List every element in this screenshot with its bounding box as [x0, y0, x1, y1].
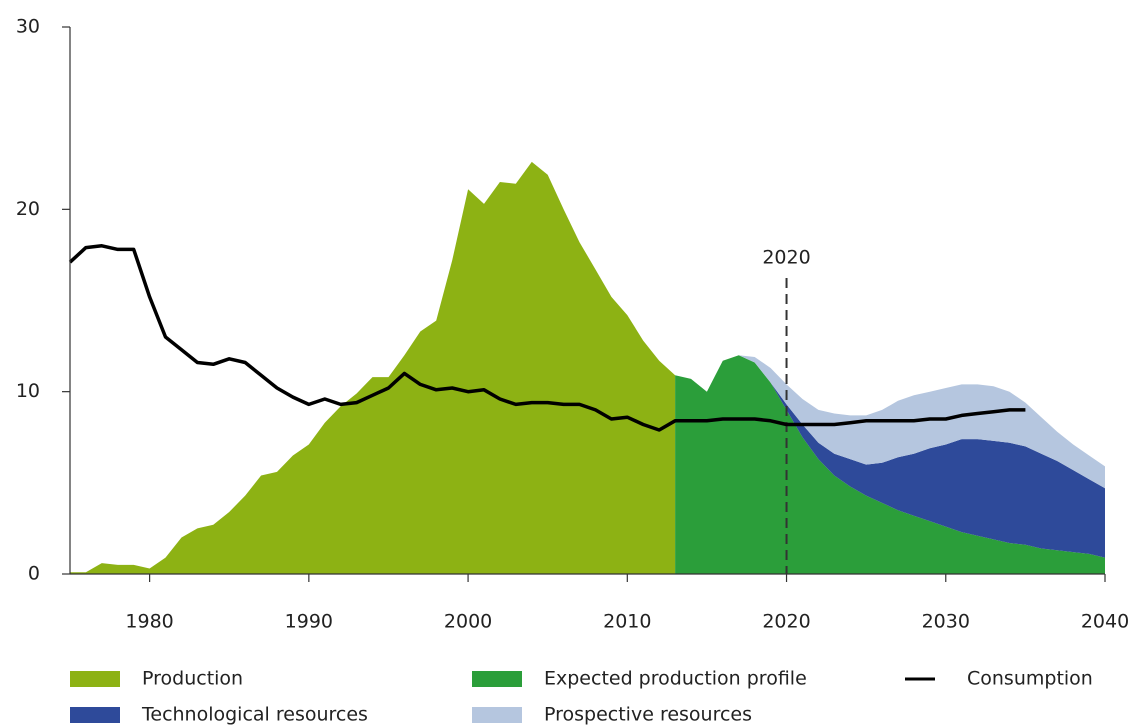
line	[68, 244, 1026, 432]
legend-swatch	[472, 671, 522, 687]
x-tick-label: 2000	[444, 611, 492, 633]
legend-swatch	[70, 707, 120, 723]
annotation-label: 2020	[762, 247, 810, 269]
area	[675, 355, 1105, 574]
legend-label: Production	[142, 668, 243, 690]
legend-label: Technological resources	[141, 704, 368, 726]
area	[70, 161, 676, 574]
legend-swatch	[70, 671, 120, 687]
legend-swatch	[472, 707, 522, 723]
x-tick-label: 2020	[762, 611, 810, 633]
y-tick-label: 30	[16, 16, 40, 38]
area	[770, 382, 1105, 558]
x-tick-label: 2030	[922, 611, 970, 633]
y-tick-label: 20	[16, 198, 40, 220]
legend-label: Consumption	[967, 668, 1093, 690]
x-tick-label: 1990	[285, 611, 333, 633]
y-tick-label: 0	[28, 563, 40, 585]
area	[738, 355, 1105, 489]
legend-label: Expected production profile	[544, 668, 807, 690]
y-tick-label: 10	[16, 380, 40, 402]
x-tick-label: 1980	[125, 611, 173, 633]
x-tick-label: 2040	[1081, 611, 1129, 633]
legend-label: Prospective resources	[544, 704, 752, 726]
x-tick-label: 2010	[603, 611, 651, 633]
